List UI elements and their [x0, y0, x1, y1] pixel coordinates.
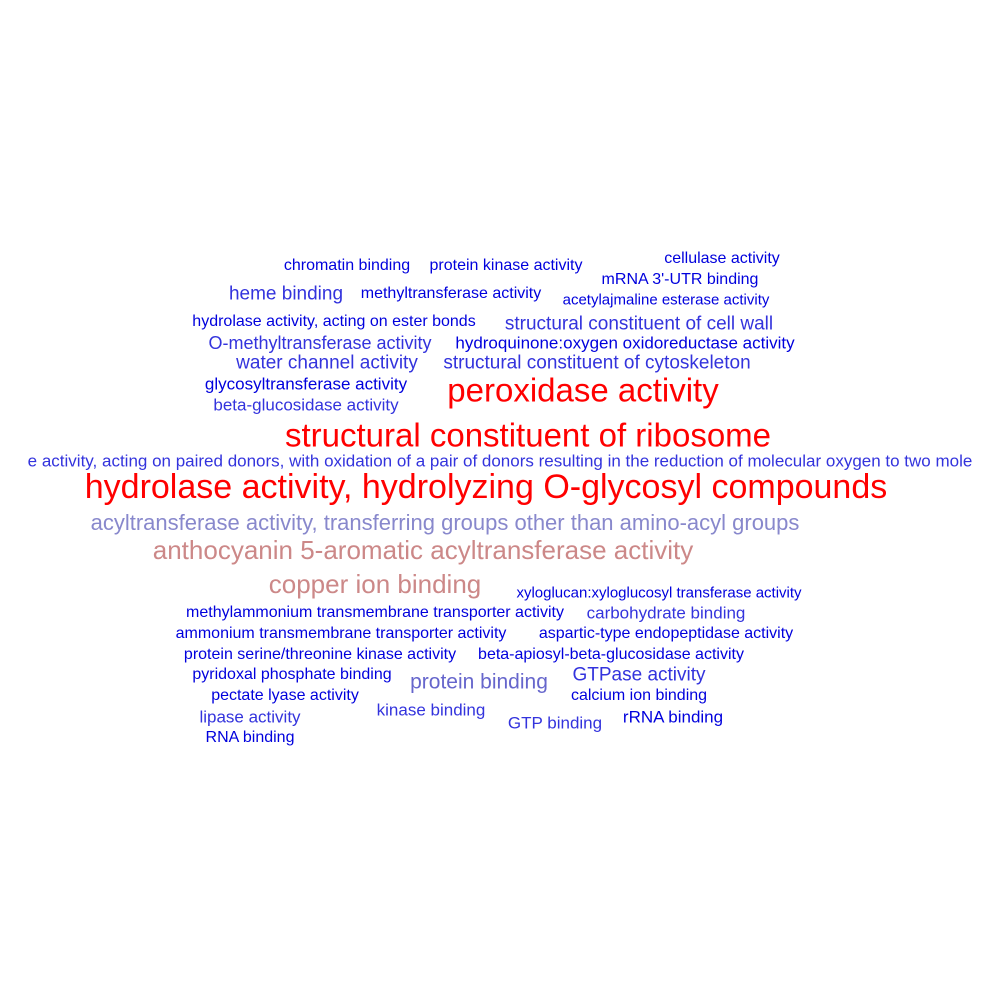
cloud-word: ammonium transmembrane transporter activ…: [175, 625, 507, 642]
cloud-word: protein kinase activity: [429, 257, 583, 274]
cloud-word: beta-apiosyl-beta-glucosidase activity: [478, 646, 744, 663]
cloud-word: peroxidase activity: [447, 371, 719, 409]
cloud-word: GTP binding: [507, 713, 603, 733]
cloud-word: glycosyltransferase activity: [204, 374, 408, 394]
cloud-word: beta-glucosidase activity: [213, 395, 399, 415]
cloud-word: GTPase activity: [572, 664, 706, 686]
cloud-word: acetylajmaline esterase activity: [562, 291, 770, 309]
cloud-word: xyloglucan:xyloglucosyl transferase acti…: [516, 584, 802, 602]
cloud-word: structural constituent of cytoskeleton: [443, 352, 751, 374]
cloud-word: methylammonium transmembrane transporter…: [186, 604, 564, 621]
cloud-word: kinase binding: [376, 700, 486, 720]
cloud-word: copper ion binding: [268, 569, 482, 599]
cloud-word: methyltransferase activity: [360, 285, 542, 302]
cloud-word: pyridoxal phosphate binding: [192, 666, 392, 683]
cloud-word: mRNA 3'-UTR binding: [601, 271, 759, 288]
cloud-word: O-methyltransferase activity: [208, 333, 432, 353]
cloud-word: protein binding: [410, 670, 548, 694]
cloud-word: hydrolase activity, acting on ester bond…: [192, 313, 476, 330]
cloud-word: carbohydrate binding: [586, 603, 746, 623]
cloud-word: pectate lyase activity: [211, 687, 359, 704]
cloud-word: lipase activity: [199, 707, 301, 727]
cloud-word: structural constituent of ribosome: [284, 416, 772, 454]
cloud-word: cellulase activity: [664, 250, 780, 267]
cloud-word: protein serine/threonine kinase activity: [183, 646, 457, 663]
cloud-word: rRNA binding: [622, 707, 724, 727]
cloud-word: hydrolase activity, hydrolyzing O-glycos…: [84, 468, 888, 506]
cloud-word: anthocyanin 5-aromatic acyltransferase a…: [152, 535, 694, 565]
cloud-word: hydroquinone:oxygen oxidoreductase activ…: [455, 333, 795, 353]
cloud-word: aspartic-type endopeptidase activity: [538, 625, 794, 642]
cloud-word: calcium ion binding: [570, 687, 708, 704]
cloud-word: RNA binding: [205, 729, 295, 746]
cloud-word: heme binding: [228, 283, 344, 305]
cloud-word: water channel activity: [236, 352, 418, 374]
cloud-word: chromatin binding: [283, 257, 411, 274]
cloud-word: structural constituent of cell wall: [504, 313, 774, 335]
cloud-word: acyltransferase activity, transferring g…: [90, 510, 800, 535]
cloud-word: e activity, acting on paired donors, wit…: [27, 451, 973, 471]
